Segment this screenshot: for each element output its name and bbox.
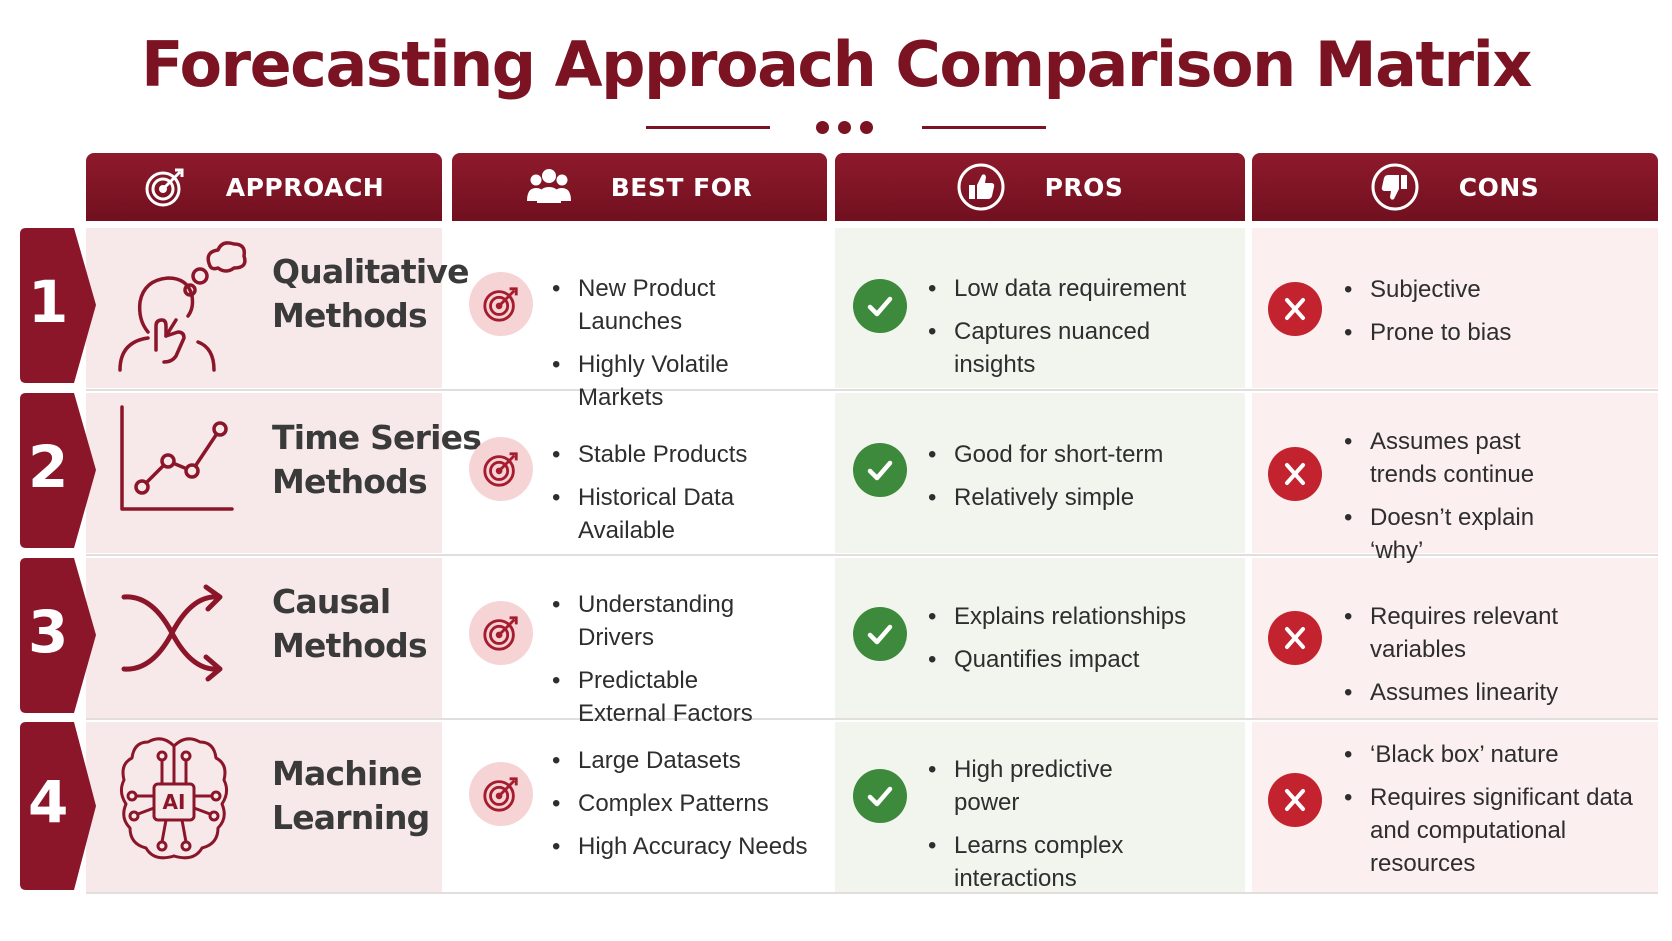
row-2-number-badge: 2 — [20, 393, 96, 548]
list-item: Requires significant data and computatio… — [1344, 781, 1634, 880]
header-best-for: BEST FOR — [452, 153, 827, 221]
list-item: Subjective — [1344, 273, 1644, 306]
check-icon — [853, 443, 907, 497]
row-2-approach-cell — [86, 393, 442, 553]
list-item: New Product Launches — [552, 272, 817, 338]
row-4-number: 4 — [28, 768, 69, 836]
row-3-pros-list: Explains relationships Quantifies impact — [928, 600, 1238, 686]
x-icon — [1268, 773, 1322, 827]
row-3-number-badge: 3 — [20, 558, 96, 713]
row-2-best-for-list: Stable Products Historical Data Availabl… — [552, 438, 817, 557]
row-1-pros-list: Low data requirement Captures nuanced in… — [928, 272, 1238, 391]
check-icon — [853, 769, 907, 823]
row-1-approach-name: Qualitative Methods — [272, 252, 469, 335]
row-3-cons-list: Requires relevant variables Assumes line… — [1344, 600, 1654, 719]
row-1-number-badge: 1 — [20, 228, 96, 383]
row-3-approach-name: Causal Methods — [272, 582, 428, 665]
header-cons: CONS — [1252, 153, 1658, 221]
list-item: Highly Volatile Markets — [552, 348, 817, 414]
header-pros-label: PROS — [1044, 172, 1124, 202]
x-icon — [1268, 611, 1322, 665]
row-4-best-for-list: Large Datasets Complex Patterns High Acc… — [552, 744, 817, 873]
check-icon — [853, 279, 907, 333]
list-item: Large Datasets — [552, 744, 817, 777]
title-divider — [646, 118, 1046, 138]
row-3-number: 3 — [28, 598, 69, 666]
target-icon — [145, 168, 184, 207]
header-approach: APPROACH — [86, 153, 442, 221]
list-item: Requires relevant variables — [1344, 600, 1654, 666]
list-item: Complex Patterns — [552, 787, 817, 820]
thinking-person-icon — [118, 241, 247, 372]
row-4-approach-cell — [86, 722, 442, 892]
row-4-number-badge: 4 — [20, 722, 96, 890]
header-best-for-label: BEST FOR — [610, 172, 753, 202]
crossing-arrows-icon — [121, 584, 223, 682]
list-item: Prone to bias — [1344, 316, 1644, 349]
list-item: Assumes linearity — [1344, 676, 1654, 709]
list-item: Quantifies impact — [928, 643, 1238, 676]
people-icon — [526, 169, 571, 203]
x-icon — [1268, 282, 1322, 336]
x-icon — [1268, 447, 1322, 501]
row-divider — [86, 892, 1658, 894]
list-item: Understanding Drivers — [552, 588, 792, 654]
row-divider — [86, 554, 1658, 556]
list-item: Historical Data Available — [552, 481, 817, 547]
list-item: High predictive power — [928, 753, 1158, 819]
list-item: Captures nuanced insights — [928, 315, 1238, 381]
header-pros: PROS — [835, 153, 1245, 221]
row-1-number: 1 — [28, 268, 69, 336]
target-icon — [469, 437, 533, 501]
target-icon — [469, 601, 533, 665]
target-icon — [469, 272, 533, 336]
list-item: Low data requirement — [928, 272, 1238, 305]
row-2-cons-list: Assumes past trends continue Doesn’t exp… — [1344, 425, 1594, 577]
row-2-pros-list: Good for short-term Relatively simple — [928, 438, 1238, 524]
page-title: Forecasting Approach Comparison Matrix — [141, 28, 1532, 101]
row-4-cons-list: ‘Black box’ nature Requires significant … — [1344, 738, 1634, 890]
thumbs-down-icon — [1371, 163, 1419, 211]
list-item: Relatively simple — [928, 481, 1238, 514]
ai-label: AI — [162, 790, 186, 814]
row-divider — [86, 718, 1658, 720]
row-2-number: 2 — [28, 433, 69, 501]
list-item: High Accuracy Needs — [552, 830, 817, 863]
check-icon — [853, 607, 907, 661]
thumbs-up-icon — [957, 163, 1005, 211]
list-item: Explains relationships — [928, 600, 1238, 633]
row-2-approach-name: Time Series Methods — [272, 418, 482, 501]
header-approach-label: APPROACH — [225, 172, 385, 202]
list-item: ‘Black box’ nature — [1344, 738, 1634, 771]
row-1-best-for-list: New Product Launches Highly Volatile Mar… — [552, 272, 817, 424]
ai-brain-icon: AI — [118, 734, 230, 876]
row-divider — [86, 389, 1658, 391]
list-item: Predictable External Factors — [552, 664, 792, 730]
line-chart-icon — [120, 405, 234, 511]
list-item: Good for short-term — [928, 438, 1238, 471]
row-1-approach-cell — [86, 228, 442, 388]
row-4-approach-name: Machine Learning — [272, 754, 430, 837]
row-1-cons-list: Subjective Prone to bias — [1344, 273, 1644, 359]
row-3-best-for-list: Understanding Drivers Predictable Extern… — [552, 588, 792, 740]
header-cons-label: CONS — [1458, 172, 1540, 202]
list-item: Learns complex interactions — [928, 829, 1158, 895]
list-item: Doesn’t explain ‘why’ — [1344, 501, 1594, 567]
target-icon — [469, 762, 533, 826]
row-3-approach-cell — [86, 558, 442, 718]
list-item: Assumes past trends continue — [1344, 425, 1594, 491]
list-item: Stable Products — [552, 438, 817, 471]
row-4-pros-list: High predictive power Learns complex int… — [928, 753, 1158, 905]
